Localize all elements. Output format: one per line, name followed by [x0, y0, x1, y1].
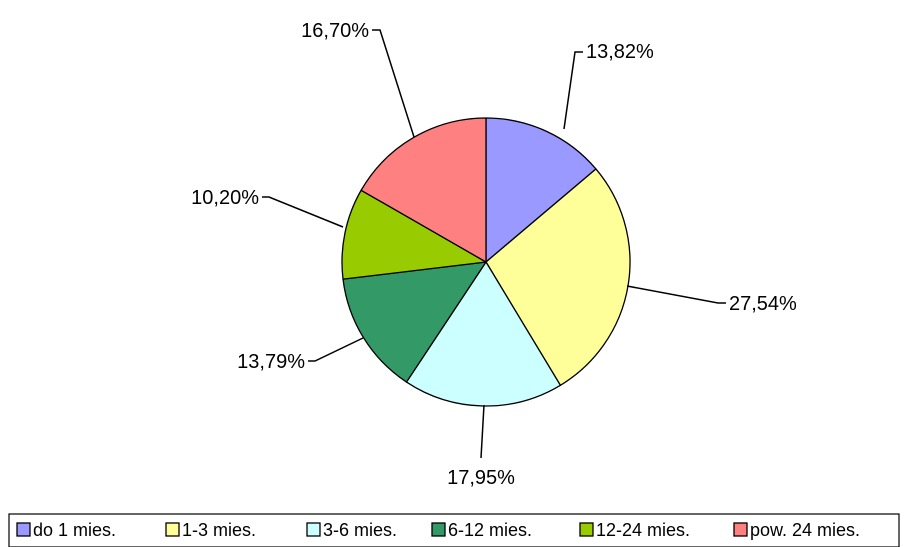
- leader-line-6: [372, 29, 415, 138]
- leader-line-2: [626, 285, 726, 304]
- pie-slice-2: [485, 168, 631, 386]
- pie-slice-1: [485, 117, 597, 263]
- leader-line-4: [308, 337, 364, 362]
- data-label-3: 17,95%: [447, 467, 515, 489]
- legend-swatch-3: [306, 522, 321, 537]
- legend-label-1: do 1 mies.: [33, 520, 116, 540]
- legend-label-2: 1-3 mies.: [182, 520, 256, 540]
- data-label-2: 27,54%: [729, 293, 797, 315]
- legend-swatch-2: [165, 522, 180, 537]
- pie-slice-4: [342, 261, 487, 383]
- legend-label-4: 6-12 mies.: [448, 520, 532, 540]
- legend-label-5: 12-24 mies.: [596, 520, 690, 540]
- legend-swatch-1: [16, 522, 31, 537]
- leader-lines: [262, 29, 726, 459]
- data-label-5: 10,20%: [191, 187, 259, 209]
- legend-box: [8, 513, 900, 547]
- pie-slice-6: [360, 117, 487, 263]
- data-labels: 13,82% 27,54% 17,95% 13,79% 10,20% 16,70%: [191, 20, 797, 489]
- legend: do 1 mies. 1-3 mies. 3-6 mies. 6-12 mies. 12…: [8, 513, 900, 547]
- legend-swatch-6: [733, 522, 748, 537]
- pie-slices: [341, 117, 631, 407]
- pie-slice-3: [405, 261, 562, 407]
- legend-label-6: pow. 24 mies.: [750, 520, 860, 540]
- legend-swatch-5: [579, 522, 594, 537]
- leader-line-5: [262, 196, 344, 228]
- leader-line-3: [480, 404, 485, 459]
- pie-slice-5: [341, 189, 487, 280]
- legend-label-3: 3-6 mies.: [323, 520, 397, 540]
- data-label-1: 13,82%: [586, 41, 654, 63]
- leader-line-1: [563, 51, 583, 130]
- data-label-4: 13,79%: [237, 351, 305, 373]
- legend-swatch-4: [431, 522, 446, 537]
- data-label-6: 16,70%: [301, 20, 369, 42]
